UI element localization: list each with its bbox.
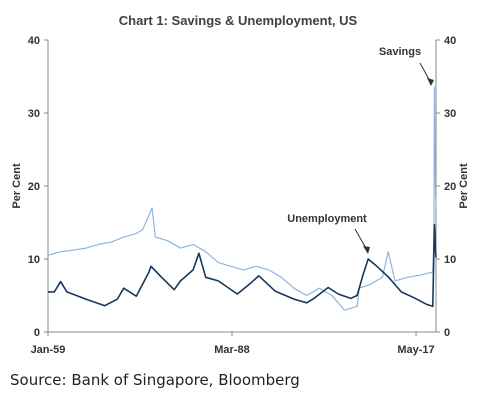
y-axis-label-right: Per Cent [458, 163, 470, 209]
annotation-unemployment: Unemployment [287, 213, 367, 225]
y-tick-label-right: 10 [444, 254, 456, 266]
y-tick-label-left: 30 [28, 108, 40, 120]
y-tick-label-right: 40 [444, 35, 456, 47]
annotation-savings-arrowhead [427, 78, 434, 86]
y-axis-label-left: Per Cent [11, 163, 23, 209]
annotation-unemployment-arrowhead [363, 246, 370, 254]
y-tick-label-right: 20 [444, 181, 456, 193]
annotation-savings: Savings [379, 46, 421, 58]
y-tick-label-left: 20 [28, 181, 40, 193]
y-tick-label-left: 10 [28, 254, 40, 266]
chart: Chart 1: Savings & Unemployment, US 0 0 10… [11, 13, 470, 356]
x-tick-label: May-17 [397, 344, 434, 356]
series-line-unemployment [48, 223, 437, 308]
x-tick-label: Jan-59 [31, 344, 66, 356]
series-layer [47, 86, 437, 311]
source-note: Source: Bank of Singapore, Bloomberg [10, 371, 300, 389]
y-tick-label-left: 0 [34, 327, 40, 339]
axes: 0 0 10 10 20 20 30 30 40 40 Jan-59 Mar-88 May-17 [28, 35, 457, 356]
y-tick-label-right: 0 [444, 327, 450, 339]
y-tick-label-right: 30 [444, 108, 456, 120]
series-line-savings [47, 86, 437, 311]
x-tick-label: Mar-88 [214, 344, 249, 356]
chart-title: Chart 1: Savings & Unemployment, US [119, 13, 358, 28]
y-tick-label-left: 40 [28, 35, 40, 47]
